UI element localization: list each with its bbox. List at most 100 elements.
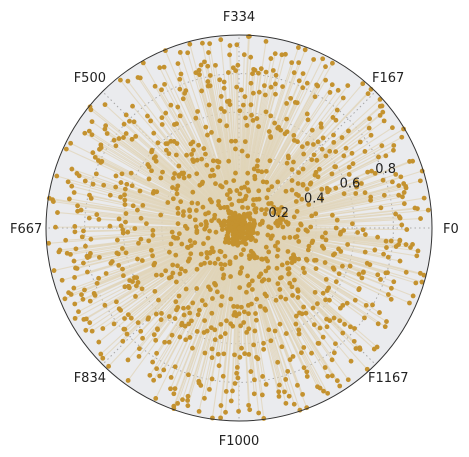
data-point-606 xyxy=(181,209,186,215)
data-point-307 xyxy=(256,70,261,76)
data-point-192 xyxy=(318,121,324,127)
data-point-639 xyxy=(219,223,225,229)
data-point-1260 xyxy=(378,277,383,282)
data-point-1025 xyxy=(244,289,249,295)
data-point-233 xyxy=(251,197,256,203)
data-point-9 xyxy=(266,224,272,230)
data-point-354 xyxy=(218,37,224,43)
data-point-282 xyxy=(279,52,285,58)
data-point-302 xyxy=(256,89,262,95)
data-point-58 xyxy=(362,190,368,196)
data-point-993 xyxy=(232,352,237,358)
data-point-599 xyxy=(113,184,119,190)
data-point-1056 xyxy=(283,400,289,406)
data-point-410 xyxy=(178,71,184,77)
data-point-14 xyxy=(298,221,304,227)
data-point-561 xyxy=(146,176,152,182)
data-point-1287 xyxy=(296,239,302,244)
data-point-575 xyxy=(119,171,125,177)
data-point-786 xyxy=(139,286,145,292)
data-point-365 xyxy=(218,106,224,112)
data-point-958 xyxy=(202,395,207,401)
data-point-1164 xyxy=(353,346,359,351)
data-point-1218 xyxy=(363,302,369,308)
data-point-30 xyxy=(378,205,384,211)
data-point-515 xyxy=(149,149,154,155)
data-point-292 xyxy=(262,92,268,98)
data-point-15 xyxy=(396,214,402,220)
data-point-1021 xyxy=(246,326,252,332)
data-point-112 xyxy=(329,171,335,177)
data-point-709 xyxy=(71,258,77,264)
data-point-477 xyxy=(118,77,123,83)
data-point-379 xyxy=(205,83,211,89)
data-point-87 xyxy=(365,169,371,175)
data-point-1043 xyxy=(261,346,267,352)
data-point-381 xyxy=(216,137,222,143)
data-point-1024 xyxy=(246,311,251,317)
data-point-809 xyxy=(122,316,127,321)
data-point-604 xyxy=(82,178,88,184)
data-point-83 xyxy=(333,185,339,191)
data-point-1081 xyxy=(248,254,253,260)
data-point-186 xyxy=(334,107,340,113)
data-point-860 xyxy=(136,354,142,359)
data-point-377 xyxy=(202,59,207,65)
data-point-484 xyxy=(173,152,179,158)
data-point-135 xyxy=(381,118,387,124)
data-point-1259 xyxy=(340,263,345,269)
data-point-494 xyxy=(166,151,172,157)
data-point-304 xyxy=(258,66,264,72)
data-point-674 xyxy=(202,226,208,232)
data-point-430 xyxy=(196,142,201,148)
data-point-1031 xyxy=(255,356,261,362)
data-point-1116 xyxy=(278,294,284,300)
data-point-729 xyxy=(72,275,77,280)
data-point-1178 xyxy=(286,270,292,276)
r-tick-label-1: 0.4 xyxy=(304,191,325,206)
data-point-197 xyxy=(309,127,315,133)
data-point-29 xyxy=(329,212,335,218)
data-point-214 xyxy=(291,137,297,143)
data-point-796 xyxy=(118,307,124,313)
data-point-1227 xyxy=(333,279,339,285)
data-point-620 xyxy=(180,213,186,218)
data-point-1198 xyxy=(340,302,346,308)
data-point-179 xyxy=(311,142,316,147)
data-point-486 xyxy=(130,103,135,109)
data-point-1219 xyxy=(377,310,382,315)
data-point-578 xyxy=(170,196,176,202)
data-point-1087 xyxy=(243,241,249,247)
data-point-139 xyxy=(366,125,372,131)
data-point-1168 xyxy=(357,345,363,351)
data-point-285 xyxy=(263,109,269,115)
data-point-1013 xyxy=(247,407,253,413)
data-point-700 xyxy=(68,252,73,257)
data-point-695 xyxy=(56,249,62,255)
data-point-244 xyxy=(292,100,298,105)
data-point-1323 xyxy=(362,232,368,237)
data-point-1274 xyxy=(255,230,260,236)
theta-tick-label-3: F500 xyxy=(74,71,106,86)
data-point-865 xyxy=(153,337,159,343)
data-point-694 xyxy=(73,246,79,252)
data-point-721 xyxy=(187,238,193,244)
data-point-1269 xyxy=(305,247,311,253)
data-point-455 xyxy=(189,151,194,157)
data-point-433 xyxy=(175,104,181,110)
data-point-1171 xyxy=(314,301,320,307)
data-point-829 xyxy=(100,355,106,361)
data-point-364 xyxy=(213,62,218,68)
data-point-1051 xyxy=(276,389,282,395)
data-point-446 xyxy=(191,147,196,153)
data-point-69 xyxy=(306,202,312,207)
data-point-941 xyxy=(185,403,191,409)
data-point-1204 xyxy=(263,244,269,250)
data-point-1243 xyxy=(336,271,342,277)
data-point-834 xyxy=(145,316,151,322)
data-point-889 xyxy=(187,310,193,316)
data-point-300 xyxy=(245,170,251,176)
data-point-838 xyxy=(153,311,159,317)
data-point-872 xyxy=(181,305,186,311)
